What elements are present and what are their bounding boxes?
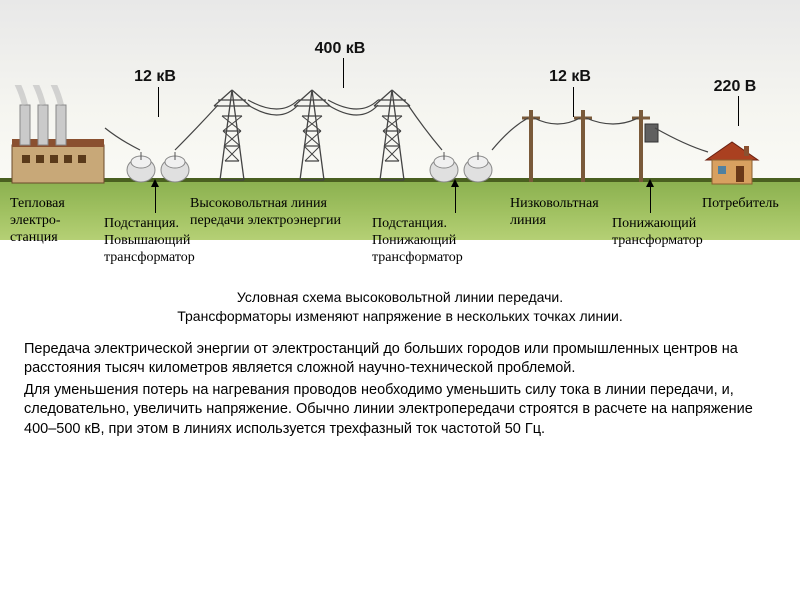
hv-line-label: Высоковольтная линияпередачи электроэнер… [190, 196, 341, 230]
caption-line-2: Трансформаторы изменяют напряжение в нес… [84, 307, 716, 326]
voltage-leader-2 [573, 87, 574, 117]
stepdown-transformer-label: Понижающийтрансформатор [612, 216, 703, 250]
power-lines [0, 0, 800, 200]
stepup-substation-label: Подстанция.Повышающийтрансформатор [104, 216, 195, 266]
stepup-substation-arrow [155, 185, 156, 213]
body-paragraph-1: Передача электрической энергии от электр… [24, 340, 776, 379]
voltage-label-0: 12 кВ [134, 68, 176, 86]
lv-line-label: Низковольтнаялиния [510, 196, 599, 230]
stepdown-substation-arrow [455, 185, 456, 213]
stepdown-transformer-arrow [650, 185, 651, 213]
text-content: Условная схема высоковольтной линии пере… [0, 280, 800, 440]
consumer-label: Потребитель [702, 196, 779, 213]
voltage-label-2: 12 кВ [549, 68, 591, 86]
caption-block: Условная схема высоковольтной линии пере… [24, 288, 776, 326]
caption-line-1: Условная схема высоковольтной линии пере… [84, 288, 716, 307]
voltage-leader-3 [738, 96, 739, 126]
voltage-leader-1 [343, 58, 344, 88]
power-plant-label: Тепловаяэлектро-станция [10, 196, 65, 246]
stepdown-substation-label: Подстанция.Понижающийтрансформатор [372, 216, 463, 266]
body-paragraph-2: Для уменьшения потерь на нагревания пров… [24, 381, 776, 440]
voltage-leader-0 [158, 87, 159, 117]
voltage-label-1: 400 кВ [315, 40, 366, 58]
transmission-diagram: 12 кВ 400 кВ 12 кВ 220 В Тепловаяэлектро-ста… [0, 0, 800, 280]
voltage-label-3: 220 В [714, 78, 757, 96]
